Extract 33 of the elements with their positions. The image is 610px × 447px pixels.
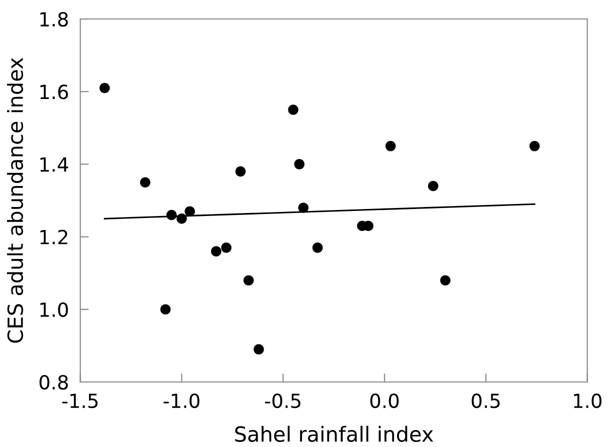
point — [166, 210, 177, 220]
point — [440, 275, 450, 286]
point — [160, 304, 171, 315]
point — [529, 140, 540, 152]
x-tick-label: -0.5 — [265, 393, 300, 408]
point — [428, 180, 438, 192]
point — [211, 246, 222, 256]
x-axis-title: Sahel rainfall index — [235, 426, 434, 442]
y-tick-label: 1.8 — [40, 12, 68, 27]
point — [184, 206, 195, 217]
y-tick-label: 1.0 — [40, 302, 68, 318]
x-tick-label: 1.0 — [574, 393, 602, 408]
point — [288, 104, 298, 115]
point — [294, 159, 304, 170]
y-tick-label: 1.4 — [40, 157, 68, 172]
x-tick-label: 0.0 — [370, 393, 399, 408]
x-tick-label: 0.5 — [472, 393, 500, 408]
point — [243, 275, 254, 286]
point — [176, 214, 187, 224]
x-tick-label: -1.0 — [164, 393, 200, 408]
point — [312, 242, 323, 253]
point — [254, 344, 264, 354]
point — [221, 242, 232, 253]
y-axis-title: CES adult abundance index — [6, 58, 24, 343]
y-tick-label: 1.6 — [40, 84, 68, 100]
point — [385, 140, 396, 152]
point — [140, 177, 150, 188]
y-tick-label: 1.2 — [40, 230, 68, 244]
point — [235, 166, 246, 177]
point — [298, 202, 309, 213]
x-tick-label: -1.5 — [62, 394, 98, 408]
point — [99, 82, 110, 94]
y-tick-label: 0.8 — [40, 374, 68, 390]
